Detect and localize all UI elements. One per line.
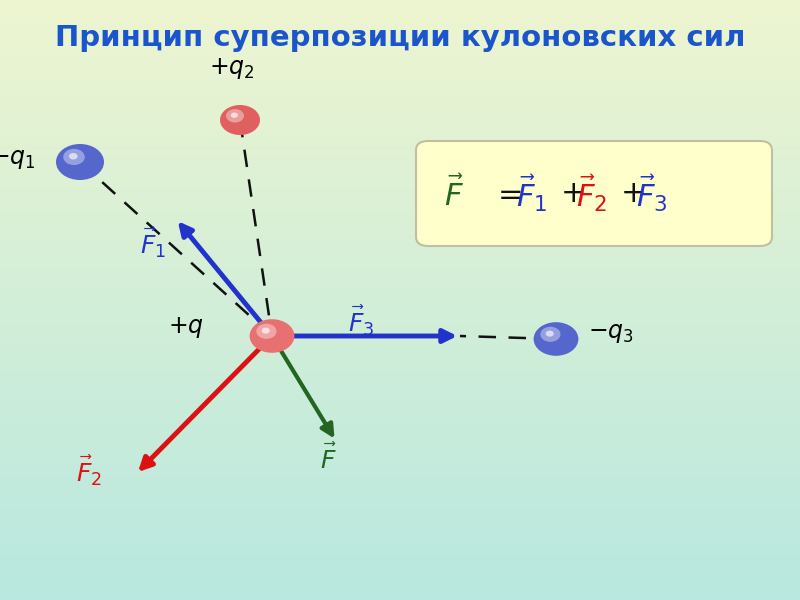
- Circle shape: [250, 319, 294, 353]
- Text: $+$: $+$: [560, 179, 584, 208]
- Text: Принцип суперпозиции кулоновских сил: Принцип суперпозиции кулоновских сил: [54, 24, 746, 52]
- Text: $\vec{F}_2$: $\vec{F}_2$: [576, 173, 607, 214]
- Text: $\vec{F}$: $\vec{F}$: [444, 176, 464, 212]
- Circle shape: [540, 327, 561, 342]
- Circle shape: [63, 149, 85, 165]
- Text: $\vec{F}_1$: $\vec{F}_1$: [140, 226, 166, 260]
- Circle shape: [262, 328, 270, 334]
- Text: $\vec{F}_2$: $\vec{F}_2$: [76, 454, 102, 488]
- Text: $\vec{F}$: $\vec{F}$: [320, 444, 337, 474]
- Text: $\vec{F}_1$: $\vec{F}_1$: [516, 173, 547, 214]
- Circle shape: [534, 322, 578, 356]
- Text: $-q_1$: $-q_1$: [0, 147, 36, 171]
- FancyBboxPatch shape: [416, 141, 772, 246]
- Circle shape: [230, 113, 238, 118]
- Text: $+q_2$: $+q_2$: [209, 56, 255, 81]
- Circle shape: [69, 153, 78, 160]
- Circle shape: [220, 105, 260, 135]
- Circle shape: [226, 109, 244, 122]
- Circle shape: [56, 144, 104, 180]
- Text: $=$: $=$: [492, 179, 522, 208]
- Text: $-q_3$: $-q_3$: [588, 321, 634, 345]
- Text: $\vec{F}_3$: $\vec{F}_3$: [636, 173, 668, 214]
- Text: $\vec{F}_3$: $\vec{F}_3$: [348, 304, 374, 338]
- Text: $+q$: $+q$: [168, 314, 204, 340]
- Text: $+$: $+$: [620, 179, 644, 208]
- Circle shape: [256, 324, 277, 339]
- Circle shape: [546, 331, 554, 337]
